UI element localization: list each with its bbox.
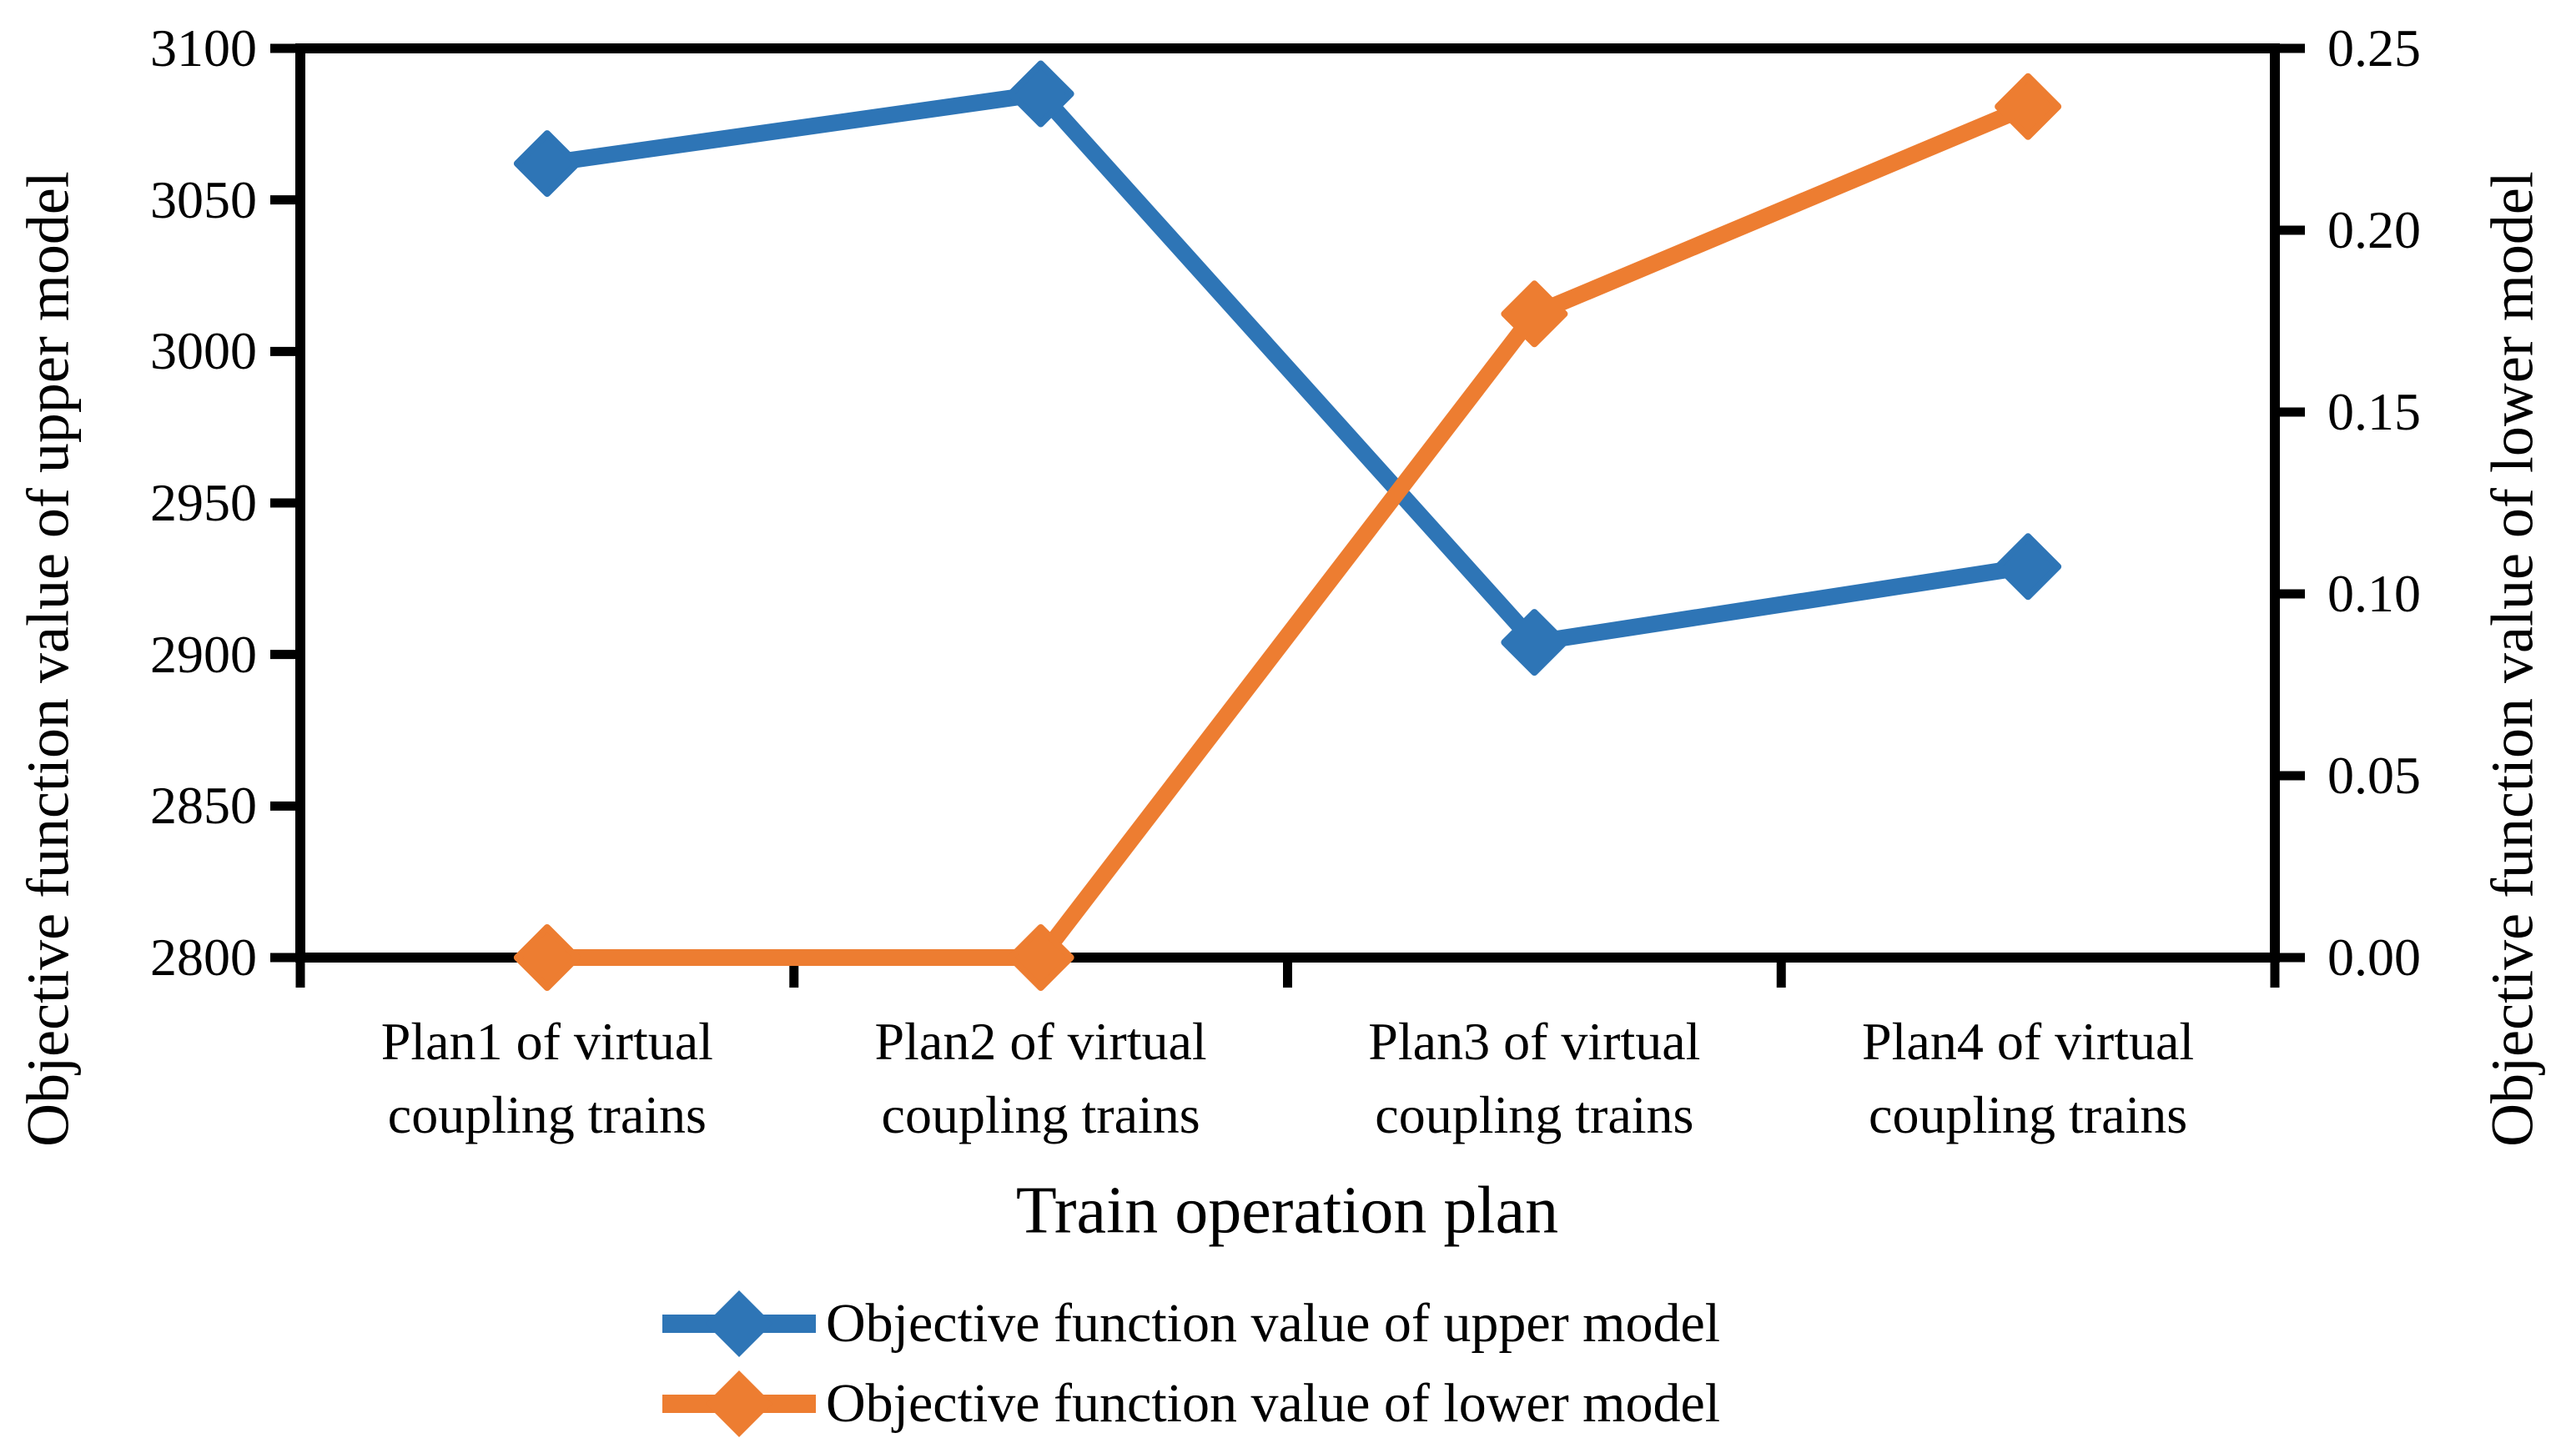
left-axis-tick-label: 3000 [150, 321, 257, 381]
series-1-marker-2 [1007, 924, 1074, 991]
x-axis-title: Train operation plan [1015, 1174, 1559, 1248]
x-axis-category-label: Plan4 of virtual coupling trains [1862, 1012, 2195, 1144]
series-1-line [546, 98, 2031, 966]
left-axis-tick-label: 2850 [150, 776, 257, 836]
legend-label-upper-model: Objective function value of upper model [826, 1293, 1721, 1354]
right-axis-tick-label: 0.25 [2327, 18, 2421, 78]
legend-label-lower-model: Objective function value of lower model [826, 1373, 1721, 1434]
upper-model-legend-marker-icon [662, 1290, 816, 1357]
lower-model-legend-marker-icon [662, 1370, 816, 1437]
series-1-marker-1 [513, 924, 581, 991]
left-axis-title: Objective function value of upper model [14, 171, 82, 1147]
left-axis-tick-label: 2900 [150, 624, 257, 684]
right-axis-tick-label: 0.05 [2327, 746, 2421, 805]
left-axis-tick-label: 3050 [150, 169, 257, 229]
legend-item-lower-model: Objective function value of lower model [657, 1365, 1720, 1442]
series-0-marker-4 [1995, 533, 2062, 601]
series-0-marker-2 [1007, 60, 1074, 128]
series-1-marker-3 [1501, 280, 1568, 348]
x-axis-category-label: Plan3 of virtual coupling trains [1368, 1012, 1701, 1144]
x-axis-category-label: Plan2 of virtual coupling trains [874, 1012, 1207, 1144]
right-axis-title: Objective function value of lower model [2478, 171, 2546, 1147]
x-axis-category-label: Plan1 of virtual coupling trains [380, 1012, 713, 1144]
legend-item-upper-model: Objective function value of upper model [657, 1285, 1720, 1362]
left-axis-tick-label: 3100 [150, 18, 257, 78]
right-axis-tick-label: 0.10 [2327, 564, 2421, 623]
left-axis-tick-label: 2800 [150, 928, 257, 987]
series-0-marker-3 [1501, 609, 1568, 676]
right-axis-tick-label: 0.15 [2327, 382, 2421, 441]
series-0-marker-1 [513, 130, 581, 198]
right-axis-tick-label: 0.20 [2327, 200, 2421, 259]
left-axis-tick-label: 2950 [150, 473, 257, 532]
right-axis-tick-label: 0.00 [2327, 928, 2421, 987]
series-1-marker-4 [1995, 73, 2062, 140]
axes-box [295, 43, 2280, 963]
series-0-line [546, 85, 2030, 651]
